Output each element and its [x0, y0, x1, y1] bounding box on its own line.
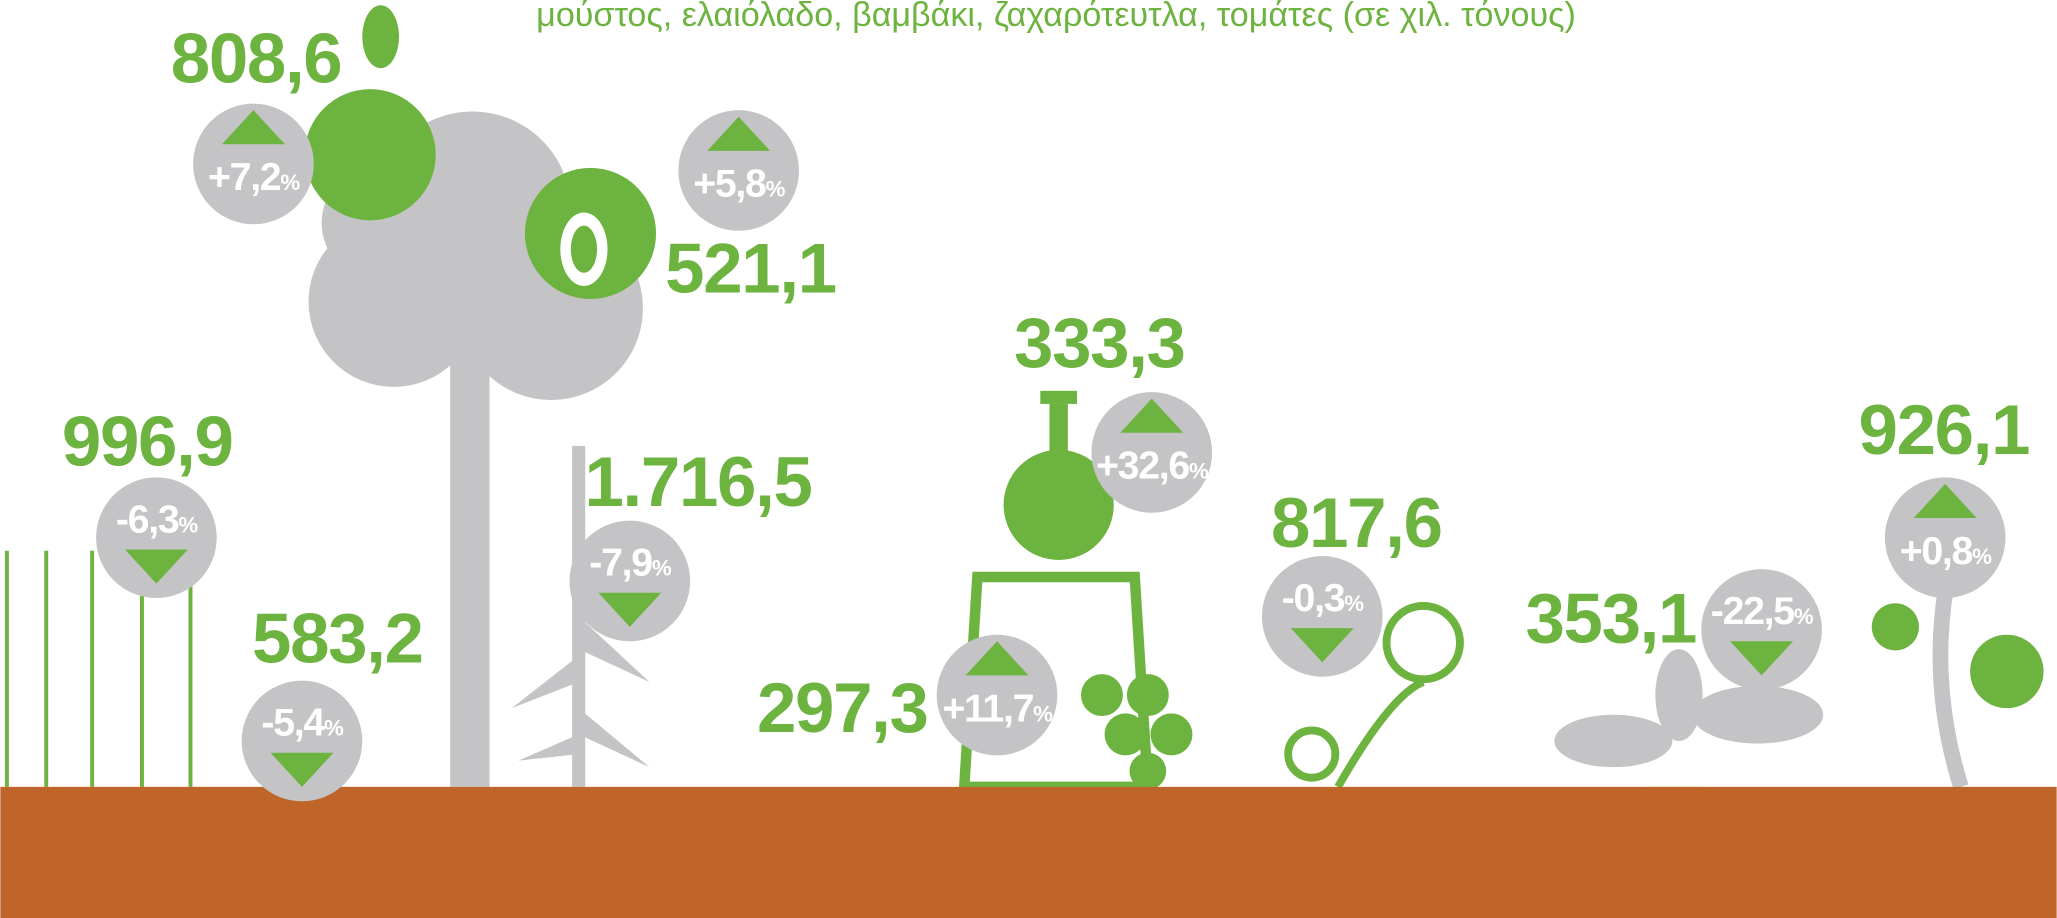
change-badge: +7,2% — [193, 104, 314, 225]
percent-sign: % — [1794, 604, 1814, 629]
production-value: 297,3 — [757, 669, 928, 748]
change-number: +0,8 — [1900, 529, 1973, 573]
change-badge: +0,8% — [1885, 477, 2006, 598]
change-badge: +11,7% — [937, 635, 1058, 756]
change-number: -22,5 — [1711, 589, 1795, 633]
percent-sign: % — [1033, 701, 1053, 726]
change-badge: -22,5% — [1701, 569, 1822, 690]
change-number: +11,7 — [942, 686, 1033, 730]
tomato-illustration — [1872, 577, 2044, 787]
percent-sign: % — [324, 716, 344, 741]
change-number: -6,3 — [116, 497, 179, 541]
percent-sign: % — [1189, 459, 1209, 484]
production-value: 521,1 — [665, 229, 836, 308]
percent-sign: % — [1344, 591, 1364, 616]
change-number: -0,3 — [1282, 576, 1345, 620]
production-value: 333,3 — [1014, 304, 1185, 383]
change-number: +32,6 — [1096, 444, 1189, 488]
percent-sign: % — [280, 170, 300, 195]
percent-sign: % — [652, 556, 672, 581]
change-badge: -6,3% — [96, 477, 217, 598]
production-value: 583,2 — [252, 599, 423, 678]
percent-sign: % — [1972, 544, 1992, 569]
infographic: μούστος, ελαιόλαδο, βαμβάκι, ζαχαρότευτλ… — [0, 0, 2057, 918]
change-number: +7,2 — [208, 155, 281, 199]
production-value: 817,6 — [1271, 484, 1442, 563]
production-value: 926,1 — [1859, 391, 2030, 470]
production-value: 1.716,5 — [585, 443, 812, 522]
percent-sign: % — [178, 512, 198, 537]
change-number: -5,4 — [261, 701, 325, 745]
percent-sign: % — [766, 177, 786, 202]
change-badge: -0,3% — [1262, 556, 1383, 677]
change-badge: -5,4% — [242, 681, 363, 802]
change-badge: +5,8% — [678, 110, 799, 231]
ground — [0, 787, 2056, 918]
subtitle: μούστος, ελαιόλαδο, βαμβάκι, ζαχαρότευτλ… — [536, 0, 1576, 34]
production-value: 996,9 — [62, 403, 233, 482]
change-badge: -7,9% — [570, 521, 691, 642]
change-badge: +32,6% — [1091, 392, 1212, 513]
production-value: 353,1 — [1525, 580, 1696, 659]
change-number: +5,8 — [693, 162, 766, 206]
production-value: 808,6 — [171, 20, 342, 99]
change-number: -7,9 — [589, 541, 652, 585]
